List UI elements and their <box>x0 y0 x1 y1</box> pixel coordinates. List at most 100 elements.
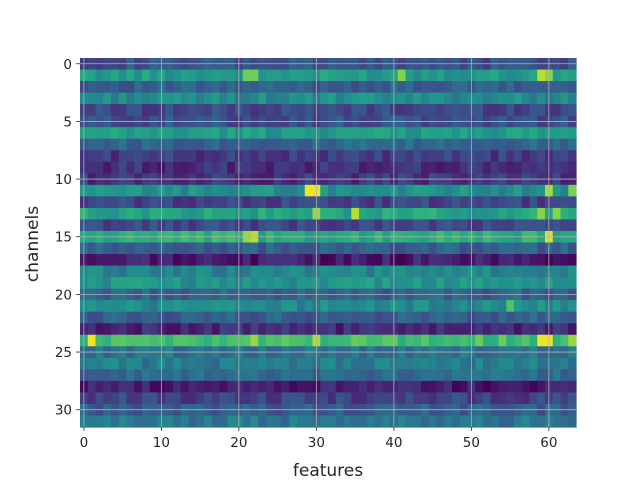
heatmap-cell <box>444 161 453 174</box>
heatmap-cell <box>204 219 213 232</box>
heatmap-cell <box>281 150 290 163</box>
heatmap-cell <box>537 127 546 140</box>
heatmap-cell <box>428 184 438 197</box>
heatmap-cell <box>436 92 445 105</box>
heatmap-cell <box>366 81 376 94</box>
heatmap-cell <box>297 92 306 105</box>
heatmap-cell <box>173 161 182 174</box>
heatmap-cell <box>537 380 546 394</box>
heatmap-cell <box>397 161 407 174</box>
heatmap-cell <box>521 369 531 382</box>
heatmap-cell <box>335 184 345 197</box>
heatmap-cell <box>514 265 523 278</box>
heatmap-cell <box>142 138 151 151</box>
heatmap-cell <box>266 104 275 117</box>
heatmap-cell <box>366 242 376 255</box>
heatmap-cell <box>204 334 213 347</box>
heatmap-cell <box>529 265 538 278</box>
heatmap-cell <box>118 277 128 290</box>
heatmap-cell <box>405 161 414 174</box>
heatmap-cell <box>413 334 422 347</box>
heatmap-cell <box>382 380 391 394</box>
heatmap-cell <box>196 81 205 94</box>
heatmap-cell <box>149 300 159 313</box>
heatmap-cell <box>304 81 314 94</box>
heatmap-cell <box>428 300 438 313</box>
heatmap-cell <box>366 380 376 394</box>
heatmap-cell <box>165 380 174 394</box>
heatmap-cell <box>297 196 306 209</box>
heatmap-cell <box>250 92 259 105</box>
heatmap-cell <box>273 69 283 82</box>
heatmap-cell <box>134 81 143 94</box>
heatmap-cell <box>320 81 329 94</box>
heatmap-cell <box>382 415 391 428</box>
heatmap-cell <box>211 207 221 221</box>
heatmap-cell <box>413 369 422 382</box>
heatmap-cell <box>173 300 182 313</box>
heatmap-cell <box>281 138 290 151</box>
heatmap-cell <box>289 196 298 209</box>
heatmap-cell <box>289 219 298 232</box>
heatmap-cell <box>242 127 252 140</box>
heatmap-cell <box>529 127 538 140</box>
heatmap-cell <box>126 277 135 290</box>
heatmap-cell <box>242 265 252 278</box>
y-axis-ticks: 0 5 10 15 20 25 30 <box>55 57 80 419</box>
heatmap-cell <box>111 300 120 313</box>
heatmap-cell <box>103 380 112 394</box>
heatmap-cell <box>428 277 438 290</box>
heatmap-cell <box>397 265 407 278</box>
heatmap-cell <box>188 104 197 117</box>
heatmap-cell <box>397 219 407 232</box>
heatmap-cell <box>343 138 352 151</box>
heatmap-cell <box>397 104 407 117</box>
heatmap-cell <box>483 357 492 370</box>
heatmap-cell <box>266 334 275 347</box>
heatmap-cell <box>428 69 438 82</box>
heatmap-cell <box>359 127 368 140</box>
heatmap-cell <box>180 242 190 255</box>
heatmap-cell <box>165 138 174 151</box>
heatmap-cell <box>196 92 205 105</box>
heatmap-cell <box>289 92 298 105</box>
heatmap-cell <box>118 254 128 267</box>
heatmap-cell <box>514 254 523 267</box>
heatmap-cell <box>297 104 306 117</box>
heatmap-cell <box>149 277 159 290</box>
heatmap-cell <box>165 369 174 382</box>
heatmap-cell <box>320 277 329 290</box>
heatmap-cell <box>188 334 197 347</box>
heatmap-cell <box>142 127 151 140</box>
heatmap-cell <box>537 277 546 290</box>
heatmap-cell <box>266 138 275 151</box>
heatmap-cell <box>498 277 507 290</box>
heatmap-cell <box>180 254 190 267</box>
heatmap-cell <box>506 254 515 267</box>
heatmap-cell <box>180 150 190 163</box>
heatmap-cell <box>405 369 414 382</box>
heatmap-cell <box>219 161 228 174</box>
heatmap-cell <box>459 127 469 140</box>
heatmap-cell <box>219 380 228 394</box>
heatmap-cell <box>452 150 461 163</box>
heatmap-cell <box>242 69 252 82</box>
heatmap-cell <box>227 311 236 324</box>
heatmap-cell <box>320 150 329 163</box>
heatmap-cell <box>149 196 159 209</box>
heatmap-cell <box>421 150 430 163</box>
heatmap-cell <box>366 357 376 370</box>
heatmap-cell <box>204 138 213 151</box>
heatmap-cell <box>304 311 314 324</box>
heatmap-cell <box>126 300 135 313</box>
heatmap-cell <box>281 277 290 290</box>
heatmap-cell <box>498 415 507 428</box>
heatmap-cell <box>273 265 283 278</box>
heatmap-cell <box>351 242 360 255</box>
heatmap-cell <box>475 92 484 105</box>
heatmap-cell <box>343 369 352 382</box>
heatmap-cell <box>521 242 531 255</box>
heatmap-cell <box>297 242 306 255</box>
heatmap-cell <box>281 196 290 209</box>
heatmap-cell <box>529 415 538 428</box>
